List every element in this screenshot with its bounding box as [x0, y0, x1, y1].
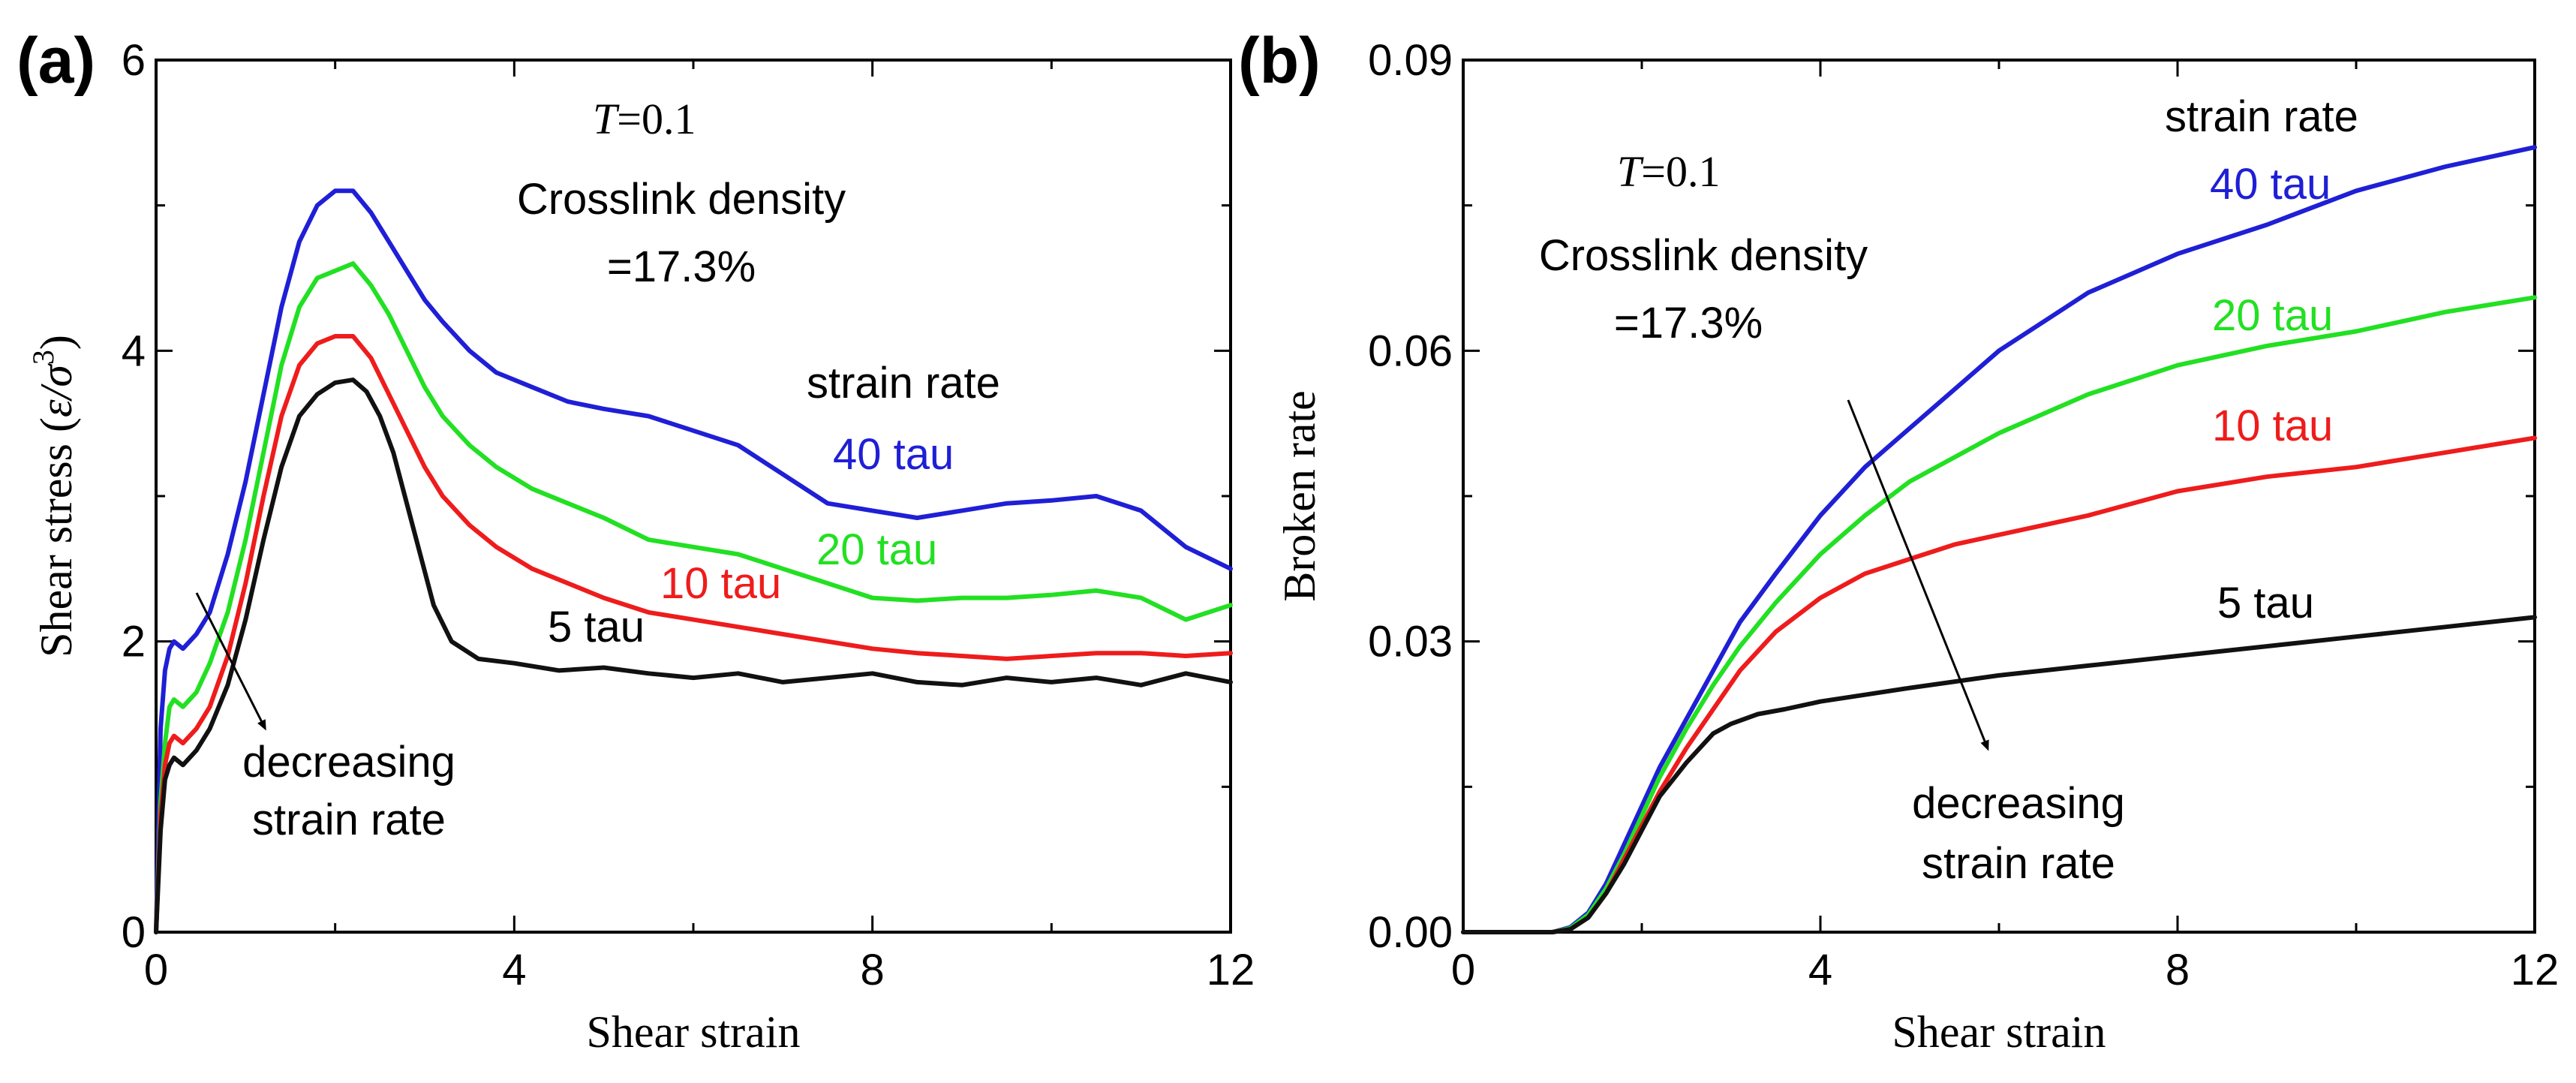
panel-b-density-label-line2: =17.3%: [1614, 299, 1763, 347]
panel-a-y-axis-label-close: ): [32, 335, 81, 350]
panel-a-arrow-label-line1: decreasing: [242, 738, 455, 787]
panel-a-y-tick-label: 2: [122, 618, 146, 666]
panel-a-x-tick-label: 8: [861, 946, 885, 994]
panel-a-series: [154, 188, 1233, 934]
panel-b-temperature-value: =0.1: [1641, 147, 1720, 196]
panel-b-density-label-line1: Crosslink density: [1539, 231, 1868, 280]
panel-a-tick-labels: 0 4 8 12 0 2 4 6: [122, 36, 1255, 994]
panel-a-x-axis-label: Shear strain: [587, 1007, 801, 1057]
panel-b-series-label-20-tau: 20 tau: [2212, 291, 2333, 340]
panel-a-series-label-20-tau: 20 tau: [816, 525, 937, 574]
panel-b-x-tick-label: 4: [1808, 946, 1832, 994]
panel-b-temperature-symbol: T: [1617, 147, 1644, 196]
panel-a-series-line-10-tau: [154, 334, 1233, 934]
panel-a-series-label-40-tau: 40 tau: [833, 430, 954, 479]
panel-b-decreasing-arrow: [1847, 399, 1989, 751]
panel-b-y-tick-label: 0.00: [1368, 908, 1453, 957]
panel-a-series-label-5-tau: 5 tau: [548, 603, 645, 651]
panel-a-chart: (a) 0 4 8 12 0 2 4 6 Shear strain Shear stress …: [17, 25, 1255, 1057]
panel-a-decreasing-arrow: [195, 592, 266, 731]
panel-b-tick-labels: 0 4 8 12 0.00 0.03 0.06 0.09: [1368, 36, 2559, 994]
panel-a-temperature-value: =0.1: [617, 95, 696, 143]
panel-a-temperature-label: T=0.1: [593, 95, 696, 143]
panel-b-y-tick-label: 0.09: [1368, 36, 1453, 85]
panel-a-y-axis-label-main: Shear stress (: [32, 417, 81, 657]
panel-b-x-axis-label: Shear strain: [1892, 1007, 2106, 1057]
panel-a-ticks: [155, 59, 1232, 934]
panel-a-x-tick-label: 4: [502, 946, 526, 994]
panel-b-series-label-10-tau: 10 tau: [2212, 402, 2333, 450]
panel-b-series-line-40-tau: [1461, 145, 2537, 934]
panel-a-series-line-20-tau: [154, 261, 1233, 934]
panel-b-legend-title: strain rate: [2165, 92, 2358, 141]
panel-b-temperature-label: T=0.1: [1617, 147, 1720, 196]
panel-a-x-tick-label: 0: [144, 946, 168, 994]
panel-a-arrow-label-line2: strain rate: [252, 796, 446, 844]
panel-b-y-tick-label: 0.06: [1368, 326, 1453, 375]
panel-b-x-tick-label: 0: [1451, 946, 1475, 994]
panel-b-label: (b): [1238, 25, 1321, 97]
panel-a-series-line-5-tau: [154, 378, 1233, 934]
panel-a-y-axis-label-unit: ε/σ: [32, 363, 81, 417]
panel-b-y-tick-label: 0.03: [1368, 618, 1453, 666]
panel-a-y-axis-label: Shear stress (ε/σ3): [26, 335, 81, 657]
panel-a-series-line-40-tau: [154, 188, 1233, 934]
panel-a-label: (a): [17, 25, 95, 97]
panel-b-ticks: [1462, 59, 2536, 934]
panel-b-y-axis-label: Broken rate: [1275, 390, 1324, 602]
panel-a-y-axis-label-exponent: 3: [26, 350, 60, 365]
panel-b-series-line-5-tau: [1461, 615, 2537, 934]
panel-b-series-line-20-tau: [1461, 295, 2537, 934]
panel-b-series-label-5-tau: 5 tau: [2217, 579, 2314, 627]
panel-a-y-tick-label: 0: [122, 908, 146, 957]
panel-a-density-label-line1: Crosslink density: [517, 175, 846, 224]
panel-b-chart: (b) 0 4 8 12 0.00 0.03 0.06 0.09 Shear strain B…: [1238, 25, 2559, 1057]
panel-a-temperature-symbol: T: [593, 95, 620, 143]
panel-b-arrow-label-line2: strain rate: [1922, 839, 2115, 888]
panel-b-series: [1461, 145, 2537, 934]
panel-a-series-label-10-tau: 10 tau: [660, 559, 781, 608]
panel-b-x-tick-label: 12: [2511, 946, 2559, 994]
panel-a-y-tick-label: 6: [122, 36, 146, 85]
panel-a-density-label-line2: =17.3%: [607, 242, 756, 291]
panel-a-y-tick-label: 4: [122, 326, 146, 375]
panel-a-legend-title: strain rate: [807, 359, 1000, 408]
panel-b-arrow-label-line1: decreasing: [1912, 779, 2125, 828]
panel-b-x-tick-label: 8: [2166, 946, 2190, 994]
panel-a-x-tick-label: 12: [1207, 946, 1255, 994]
panel-b-series-label-40-tau: 40 tau: [2210, 160, 2331, 209]
